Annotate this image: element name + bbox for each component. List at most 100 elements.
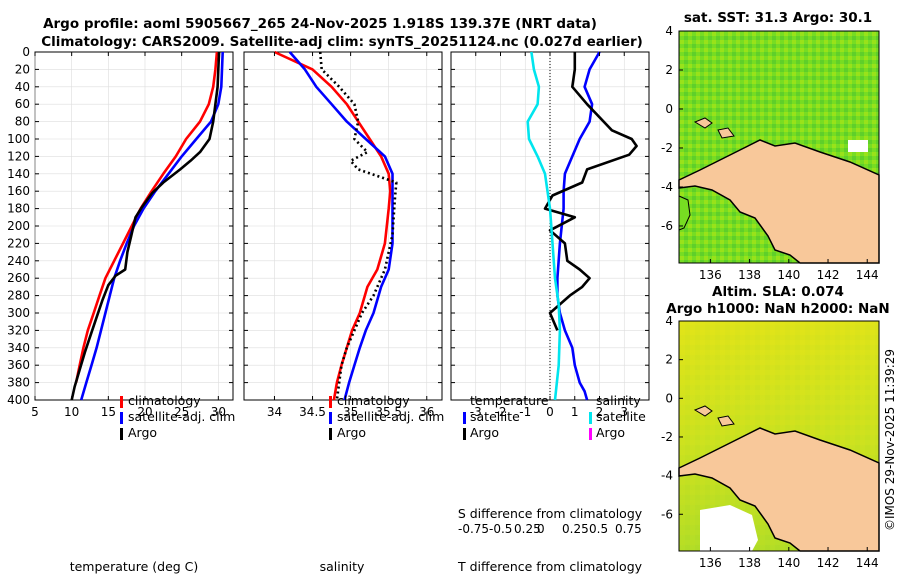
- legend-swatch-t-satellite: [463, 412, 466, 424]
- s-tick-label: 0.25: [514, 522, 541, 536]
- salinity-lines: [273, 50, 398, 401]
- imos-credit: ©IMOS 29-Nov-2025 11:39:29: [883, 349, 897, 531]
- temperature-xlabel: temperature (deg C): [70, 559, 199, 574]
- y-tick-label: 340: [7, 341, 30, 355]
- legend-swatch-argo: [329, 428, 332, 440]
- y-tick-label: 120: [7, 149, 30, 163]
- y-tick-label: 20: [15, 62, 30, 76]
- sla-map-title-line2: Argo h1000: NaN h2000: NaN: [666, 301, 889, 317]
- salinity-xlabel: salinity: [320, 559, 365, 574]
- y-tick-label: 380: [7, 376, 30, 390]
- temperature-ticks: 5 10 15 20 25 3002040608010012014016018020022…: [7, 45, 233, 419]
- y-tick-label: 300: [7, 306, 30, 320]
- sst-map-panel: sat. SST: 31.3 Argo: 30.1 136 138 140 142 14…: [661, 10, 880, 282]
- map-x-tick-label: 142: [817, 268, 840, 282]
- x-tick-label: 20: [137, 405, 152, 419]
- y-tick-label: 100: [7, 132, 30, 146]
- x-tick-label: 1: [571, 405, 579, 419]
- map-x-tick-label: 144: [856, 556, 879, 570]
- legend-swatch-argo: [120, 428, 123, 440]
- sst-island: [693, 117, 713, 129]
- x-tick-label: 2: [596, 405, 604, 419]
- y-tick-label: 140: [7, 167, 30, 181]
- sst-map-title: sat. SST: 31.3 Argo: 30.1: [684, 10, 872, 26]
- sla-map-frame: [678, 320, 880, 552]
- x-tick-label: 34: [267, 405, 282, 419]
- y-tick-label: 400: [7, 393, 30, 407]
- x-tick-label: 0: [546, 405, 554, 419]
- map-y-tick-label: -4: [661, 469, 673, 483]
- legend-label-t-argo: Argo: [470, 425, 499, 440]
- series-temperature-satellite: [556, 51, 601, 401]
- difference-ticks: -3 -2 -1 0 1 2 3: [451, 51, 649, 419]
- map-y-tick-label: -4: [661, 180, 673, 194]
- map-y-tick-label: 0: [665, 102, 673, 116]
- y-tick-label: 80: [15, 115, 30, 129]
- x-tick-label: 5: [31, 405, 39, 419]
- map-x-tick-label: 144: [856, 268, 879, 282]
- legend-swatch-climatology: [120, 396, 123, 408]
- legend-label-argo: Argo: [128, 425, 157, 440]
- y-tick-label: 160: [7, 184, 30, 198]
- sla-island: [693, 405, 713, 417]
- series-salinity-satellite: [526, 51, 562, 401]
- y-tick-label: 60: [15, 97, 30, 111]
- map-y-tick-label: 0: [665, 391, 673, 405]
- map-y-tick-label: -6: [661, 507, 673, 521]
- legend-label-s-satellite: satellite: [596, 409, 646, 424]
- x-tick-label: 35.5: [375, 405, 402, 419]
- sst-missing-data: [848, 140, 868, 152]
- legend-label-argo: Argo: [337, 425, 366, 440]
- map-y-tick-label: -2: [661, 141, 673, 155]
- series-argo: [70, 51, 221, 401]
- y-tick-label: 40: [15, 80, 30, 94]
- map-y-tick-label: 4: [665, 314, 673, 328]
- map-y-tick-label: 2: [665, 63, 673, 77]
- legend-title-temperature: temperature: [470, 393, 549, 408]
- x-tick-label: 34.5: [299, 405, 326, 419]
- x-tick-label: 35: [343, 405, 358, 419]
- difference-xlabel: T difference from climatology: [457, 559, 643, 574]
- map-y-tick-label: 4: [665, 24, 673, 38]
- y-tick-label: 240: [7, 254, 30, 268]
- temperature-panel: 5 10 15 20 25 3002040608010012014016018020022…: [7, 45, 235, 574]
- x-tick-label: 30: [211, 405, 226, 419]
- figure-title-line1: Argo profile: aoml 5905667_265 24-Nov-20…: [43, 16, 597, 32]
- legend-swatch-satellite: [120, 412, 123, 424]
- map-x-tick-label: 142: [817, 556, 840, 570]
- series-satellite-adj-clim: [288, 51, 394, 401]
- s-tick-label: 0.25: [562, 522, 589, 536]
- map-y-tick-label: -2: [661, 430, 673, 444]
- salinity-legend: climatology satellite-adj. clim Argo: [329, 393, 444, 440]
- salinity-panel: 34 34.5 35 35.5 36 salinity climatology sate…: [243, 50, 444, 574]
- y-tick-label: 320: [7, 323, 30, 337]
- temperature-lines: [70, 51, 224, 401]
- difference-panel: -3 -2 -1 0 1 2 3 T difference from climatology…: [450, 51, 650, 574]
- legend-title-salinity: salinity: [596, 393, 641, 408]
- x-tick-label: 3: [620, 405, 628, 419]
- s-difference-title: S difference from climatology: [458, 506, 643, 521]
- series-argo: [318, 51, 398, 401]
- sla-island: [717, 415, 735, 427]
- legend-label-climatology: climatology: [128, 393, 201, 408]
- y-tick-label: 360: [7, 358, 30, 372]
- x-tick-label: 10: [64, 405, 79, 419]
- map-y-tick-label: -6: [661, 219, 673, 233]
- sst-map-frame: [678, 30, 880, 264]
- sst-map-ticks: 136 138 140 142 144 4 2 0 -2 -4 -6: [661, 24, 879, 282]
- x-tick-label: 36: [419, 405, 434, 419]
- sla-map-title-line1: Altim. SLA: 0.074: [712, 284, 844, 300]
- y-tick-label: 260: [7, 271, 30, 285]
- s-tick-label: -0.5: [489, 522, 512, 536]
- sla-missing-data: [700, 505, 758, 551]
- sst-island: [717, 127, 735, 139]
- legend-swatch-s-satellite: [589, 412, 592, 424]
- y-tick-label: 200: [7, 219, 30, 233]
- legend-label-t-satellite: satellite: [470, 409, 520, 424]
- legend-label-satellite: satellite-adj. clim: [128, 409, 235, 424]
- y-tick-label: 0: [22, 45, 30, 59]
- map-x-tick-label: 138: [738, 556, 761, 570]
- legend-swatch-s-argo: [589, 428, 592, 440]
- legend-label-climatology: climatology: [337, 393, 410, 408]
- figure-title-line2: Climatology: CARS2009. Satellite-adj cli…: [41, 34, 643, 50]
